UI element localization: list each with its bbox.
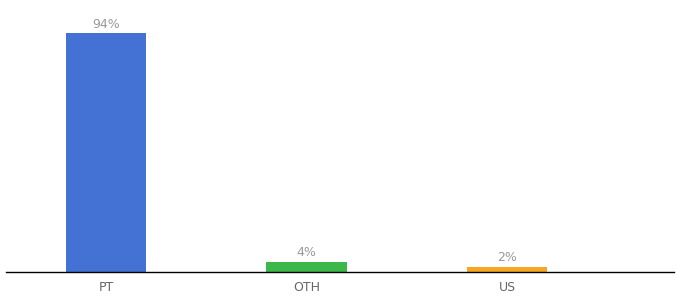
Bar — [467, 267, 547, 272]
Text: 2%: 2% — [497, 251, 517, 264]
Bar — [267, 262, 347, 272]
Text: 94%: 94% — [92, 18, 120, 31]
Text: 4%: 4% — [296, 246, 316, 259]
Bar — [66, 33, 146, 272]
